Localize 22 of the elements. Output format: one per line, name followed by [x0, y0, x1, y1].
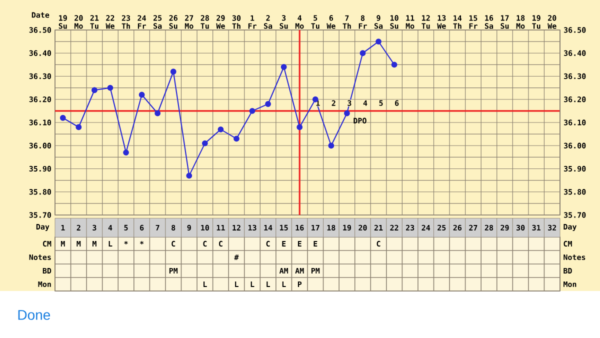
point	[376, 38, 382, 45]
point	[360, 50, 366, 56]
point	[107, 84, 114, 91]
point	[186, 172, 192, 179]
point	[76, 124, 82, 130]
point	[234, 136, 240, 142]
point	[170, 68, 176, 75]
point	[344, 110, 350, 116]
point	[218, 126, 224, 132]
point	[202, 140, 208, 146]
point	[296, 124, 303, 130]
point	[138, 92, 145, 98]
point	[60, 114, 66, 121]
point	[249, 108, 256, 114]
point	[154, 110, 161, 116]
point	[328, 142, 334, 149]
point	[265, 101, 271, 107]
point	[123, 150, 129, 156]
point	[280, 64, 287, 70]
point	[391, 62, 398, 68]
point	[92, 87, 98, 94]
text: Done	[18, 310, 50, 320]
